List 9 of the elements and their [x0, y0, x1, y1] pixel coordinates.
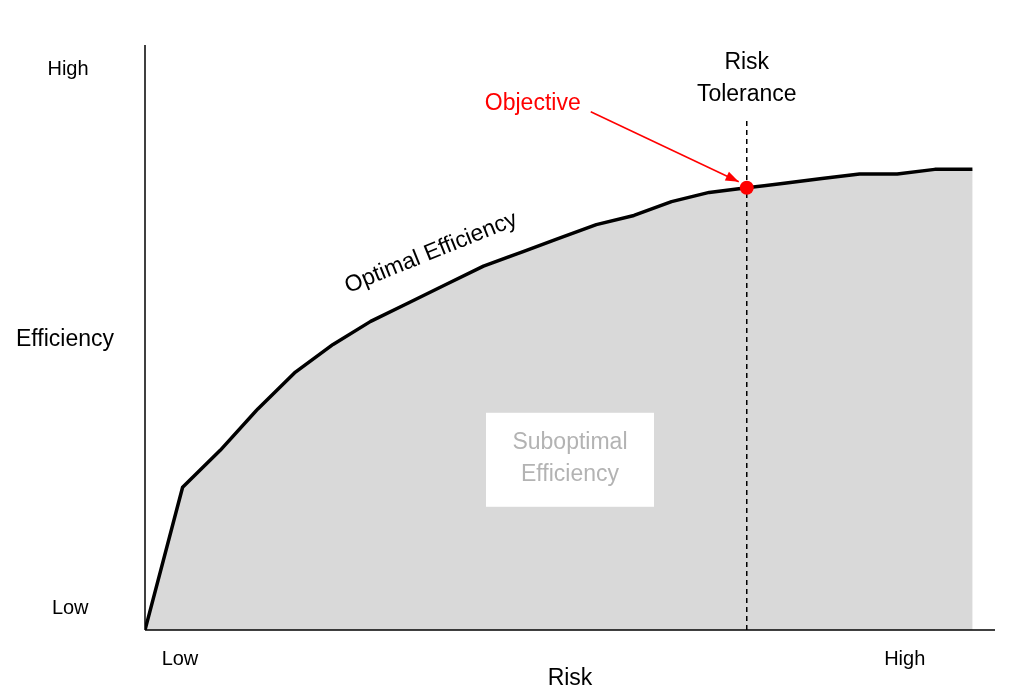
- text: High: [884, 646, 926, 669]
- text: Low: [51, 595, 90, 618]
- x-axis-title: Risk: [547, 664, 593, 690]
- text: Low: [161, 646, 199, 669]
- text: Objective: [484, 88, 581, 115]
- annotation: Suboptimal Efficiency: [512, 427, 628, 486]
- text: High: [47, 57, 89, 80]
- y-axis-title: Efficiency: [16, 324, 115, 351]
- text: Risk Tolerance: [696, 48, 797, 107]
